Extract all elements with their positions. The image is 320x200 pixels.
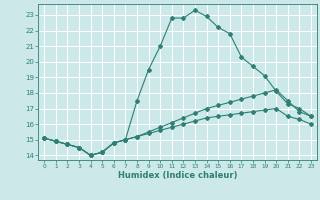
X-axis label: Humidex (Indice chaleur): Humidex (Indice chaleur) — [118, 171, 237, 180]
